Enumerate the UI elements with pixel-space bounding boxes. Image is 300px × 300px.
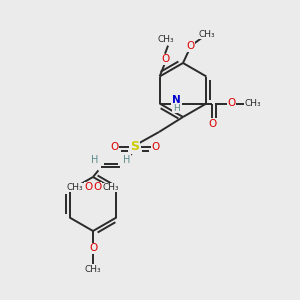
Text: H: H (173, 103, 179, 112)
Text: CH₃: CH₃ (67, 183, 83, 192)
Text: H: H (123, 155, 130, 165)
Text: CH₃: CH₃ (85, 265, 101, 274)
Text: N: N (172, 95, 181, 105)
Text: CH₃: CH₃ (103, 183, 119, 192)
Text: O: O (151, 142, 160, 152)
Text: O: O (186, 41, 195, 52)
Text: O: O (84, 182, 92, 193)
Text: CH₃: CH₃ (244, 99, 261, 108)
Text: O: O (89, 243, 97, 254)
Text: S: S (130, 140, 140, 154)
Text: CH₃: CH₃ (199, 30, 215, 39)
Text: O: O (110, 142, 119, 152)
Text: O: O (94, 182, 102, 193)
Text: H: H (91, 155, 98, 165)
Text: O: O (227, 98, 236, 109)
Text: CH₃: CH₃ (157, 35, 174, 44)
Text: O: O (161, 54, 169, 64)
Text: O: O (208, 119, 216, 129)
